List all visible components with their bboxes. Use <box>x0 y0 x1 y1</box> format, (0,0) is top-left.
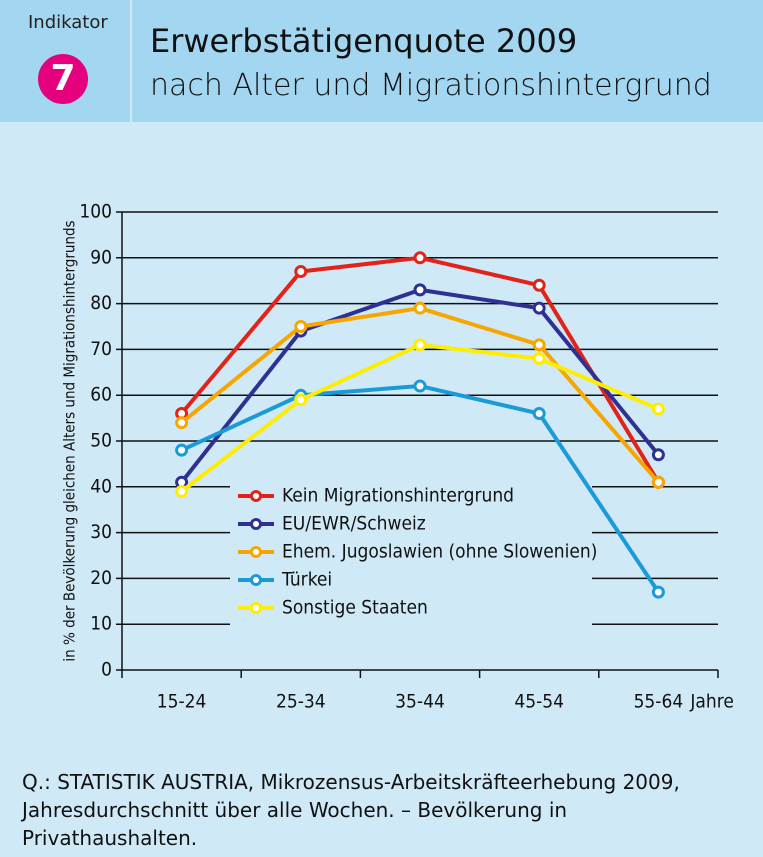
header: Indikator 7 Erwerbstätigenquote 2009 nac… <box>0 0 763 122</box>
data-point <box>532 301 546 315</box>
data-point <box>294 320 308 333</box>
y-axis-label: in % der Bevölkerung gleichen Alters und… <box>61 220 79 661</box>
y-tick-label: 40 <box>90 475 112 497</box>
data-point <box>413 379 427 393</box>
data-point <box>651 475 665 489</box>
x-tick-label: 45-54 <box>514 691 564 713</box>
data-point <box>413 301 427 315</box>
y-tick-label: 0 <box>101 659 112 681</box>
y-tick-label: 20 <box>90 567 112 589</box>
chart-subtitle: nach Alter und Migrationshintergrund <box>150 68 712 103</box>
data-point <box>294 265 308 279</box>
y-tick-label: 50 <box>90 430 112 452</box>
legend-marker <box>250 546 262 558</box>
legend-box <box>230 480 592 628</box>
x-tick-label: 15-24 <box>157 691 207 713</box>
data-point <box>651 448 665 462</box>
data-point <box>413 338 427 352</box>
legend-label: EU/EWR/Schweiz <box>282 513 426 535</box>
data-point <box>532 278 546 292</box>
badge-number: 7 <box>38 54 88 104</box>
y-tick-label: 70 <box>90 338 112 360</box>
source-note: Q.: STATISTIK AUSTRIA, Mikrozensus-Arbei… <box>22 770 680 850</box>
y-tick-label: 90 <box>90 246 112 268</box>
badge-cell: Indikator 7 <box>0 0 132 122</box>
legend-label: Ehem. Jugoslawien (ohne Slowenien) <box>282 541 597 563</box>
y-tick-label: 80 <box>90 292 112 314</box>
data-point <box>413 283 427 297</box>
legend-marker <box>250 574 262 586</box>
x-tick-label: 25-34 <box>276 691 326 713</box>
y-tick-label: 100 <box>79 201 112 223</box>
data-point <box>651 585 665 599</box>
legend-label: Türkei <box>281 569 332 591</box>
data-point <box>651 402 665 416</box>
y-tick-label: 30 <box>90 521 112 543</box>
data-point <box>532 352 546 366</box>
legend-marker <box>250 518 262 530</box>
legend-label: Kein Migrationshintergrund <box>282 485 514 507</box>
data-point <box>294 393 308 407</box>
legend-marker <box>250 602 262 614</box>
legend-label: Sonstige Staaten <box>282 597 428 619</box>
data-point <box>175 443 189 457</box>
y-tick-label: 10 <box>90 613 112 635</box>
badge-label: Indikator <box>28 12 108 33</box>
data-point <box>532 338 546 352</box>
data-point <box>175 416 189 430</box>
x-axis-label: Jahre <box>689 691 733 713</box>
x-tick-label: 35-44 <box>395 691 445 713</box>
x-tick-label: 55-64 <box>634 691 684 713</box>
y-tick-label: 60 <box>90 384 112 406</box>
data-point <box>532 407 546 421</box>
data-point <box>175 484 189 498</box>
data-point <box>413 251 427 265</box>
chart-title: Erwerbstätigenquote 2009 <box>150 22 578 60</box>
legend-marker <box>250 490 262 502</box>
